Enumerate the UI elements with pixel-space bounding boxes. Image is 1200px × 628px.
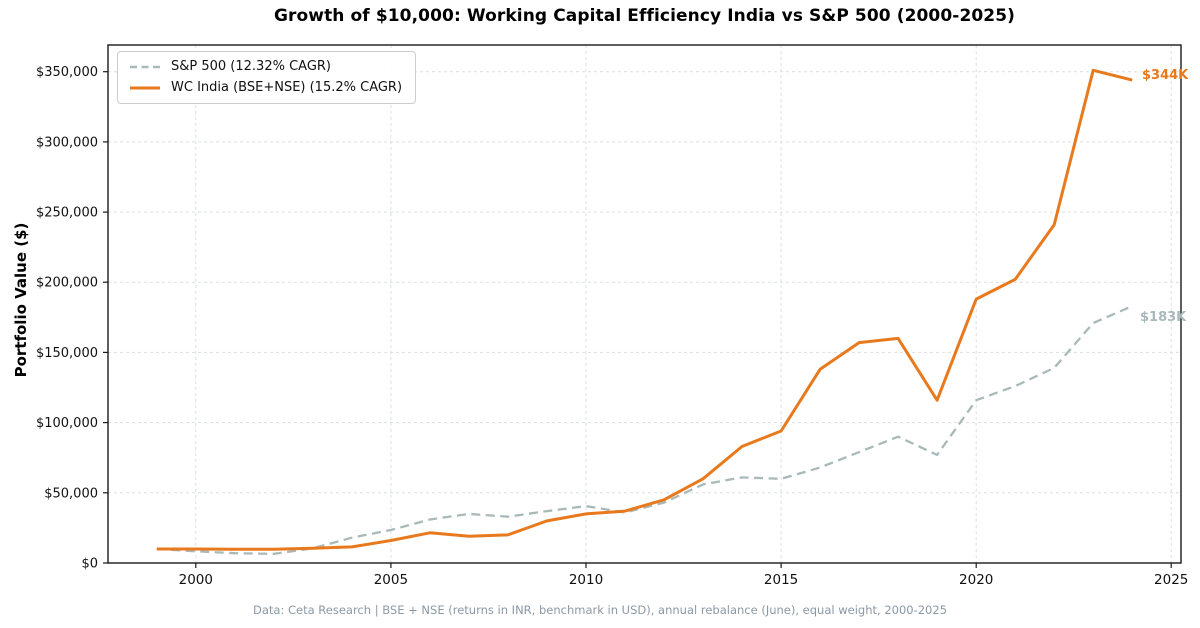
svg-text:$50,000: $50,000 [44,486,98,501]
gridlines [108,45,1181,564]
svg-text:2005: 2005 [374,572,408,588]
svg-text:2000: 2000 [179,572,213,588]
dashed-line-icon [130,65,160,69]
source-note: Data: Ceta Research | BSE + NSE (returns… [252,603,948,617]
svg-text:$350,000: $350,000 [36,65,98,80]
series-line-0 [156,305,1133,556]
annotation-wc-india-endvalue: $344K [1142,68,1189,83]
svg-text:$150,000: $150,000 [36,346,98,361]
legend-item-sp500: S&P 500 (12.32% CAGR) [128,59,402,75]
svg-text:$0: $0 [81,557,98,572]
svg-text:$100,000: $100,000 [36,416,98,431]
svg-text:$200,000: $200,000 [36,276,98,291]
solid-line-icon [130,86,160,90]
svg-text:2025: 2025 [1154,572,1188,588]
svg-text:2020: 2020 [959,572,993,588]
plot-frame [107,44,1182,564]
legend-label-wc-india: WC India (BSE+NSE) (15.2% CAGR) [171,80,403,95]
svg-text:2015: 2015 [764,572,798,588]
svg-text:2010: 2010 [569,572,603,588]
annotation-sp500-endvalue: $183K [1140,310,1187,325]
x-axis: 2000 2005 2010 2015 2020 2025 [179,563,1188,588]
legend: S&P 500 (12.32% CAGR) WC India (BSE+NSE)… [117,51,417,104]
svg-text:$250,000: $250,000 [36,206,98,221]
y-axis: $0 $50,000 $100,000 $150,000 $200,000 $250,00… [36,65,108,572]
legend-item-wc-india: WC India (BSE+NSE) (15.2% CAGR) [128,80,402,96]
chart-title: Growth of $10,000: Working Capital Effic… [273,6,1016,26]
legend-label-sp500: S&P 500 (12.32% CAGR) [171,59,331,74]
series-line-1 [156,68,1133,551]
svg-text:$300,000: $300,000 [36,135,98,150]
